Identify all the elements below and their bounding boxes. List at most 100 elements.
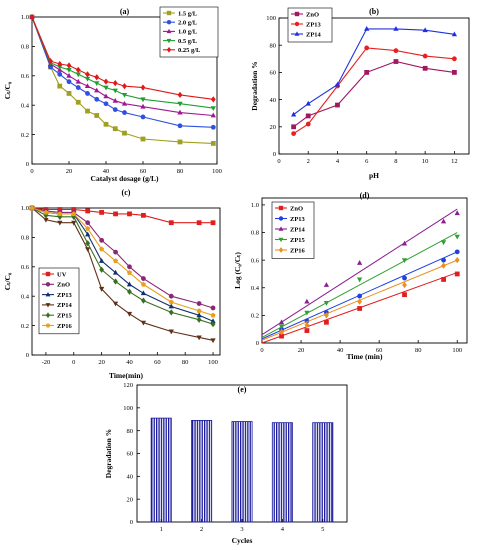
data-point [126,270,132,275]
data-point [75,78,81,84]
y-axis-title: Cₜ/C₀ [3,272,12,290]
panel-title: (a) [120,7,130,16]
data-point [334,81,341,87]
legend-label: ZP15 [290,237,306,244]
data-point [121,100,128,106]
data-point [140,281,146,287]
data-point [196,312,202,318]
data-point [168,293,174,299]
data-point [127,264,132,270]
x-tick-label: 2 [200,526,203,533]
data-point [210,112,216,118]
data-point [122,110,127,115]
series-zno [291,59,457,130]
data-point [141,212,146,218]
legend-swatch-marker [45,323,51,328]
data-point [66,68,72,73]
x-tick-label: 80 [415,347,422,354]
data-point [279,328,284,336]
legend-label: 1.0 g/L [178,29,198,36]
data-point [140,84,146,91]
data-point [324,319,329,325]
data-point [402,292,407,298]
data-point [112,269,119,275]
data-point [364,70,370,75]
panel-a: 0 20 40 60 80 100 0 0.2 0.4 0.6 0.8 1.0 (a) Catalyst … [3,6,222,183]
legend-swatch-marker [166,20,172,25]
legend-swatch-marker [294,21,300,27]
legend-swatch-marker [278,237,284,243]
legend-swatch-marker [45,271,51,277]
x-axis-title: Time(min) [109,371,144,380]
data-point [43,212,49,219]
data-point [85,240,91,247]
data-point [440,240,447,246]
data-point [71,211,77,217]
data-point [451,70,457,75]
data-point [126,281,133,287]
data-point [43,217,49,223]
data-point [140,97,146,103]
x-tick-label: 10 [422,158,429,165]
y-tick-label: 0.8 [251,230,259,237]
bar [312,422,334,523]
y-tick-label: 60 [270,70,277,77]
data-point [113,249,118,255]
data-point [29,205,35,211]
legend-label: ZP15 [57,313,73,320]
y-tick-label: 80 [270,42,277,49]
panel-d: 0 20 40 60 80 100 0 0.2 0.4 0.6 0.8 1.0 (d) Time (min… [233,191,468,361]
data-point [85,91,90,96]
x-tick-label: 0 [260,347,263,354]
data-point [141,276,146,281]
data-point [99,266,105,273]
data-point [304,321,310,329]
data-point [140,103,146,109]
data-point [85,208,91,214]
data-point [364,45,370,51]
data-point [210,124,216,130]
data-point [356,277,363,283]
data-point [393,48,399,54]
y-tick-label: 1.0 [251,202,259,209]
data-point [85,108,90,114]
y-tick-label: 0 [26,352,29,359]
legend-swatch-marker [278,247,284,253]
data-point [357,293,363,299]
x-tick-label: 8 [394,158,397,165]
data-point [335,102,340,108]
data-point [441,257,446,263]
data-point [323,282,330,287]
data-point [422,53,428,59]
legend-swatch-marker [278,226,284,231]
x-tick-label: 40 [126,359,133,366]
bar [231,421,253,523]
x-tick-label: 1 [160,526,163,533]
data-point [94,96,100,102]
panel-c: -20 0 20 40 60 80 100 0 0.2 0.4 0.6 0.8 1.0 (c) Time(m… [3,188,221,380]
y-tick-label: 20 [270,124,277,131]
data-point [122,130,127,136]
data-point [29,13,35,21]
data-point [356,260,363,265]
data-point [304,298,310,304]
data-point [402,275,407,281]
legend-label: ZnO [306,11,319,18]
data-point [94,113,100,118]
y-tick-label: 0.2 [21,323,29,330]
series-line [293,60,455,128]
legend-box [38,267,80,335]
data-point [210,220,216,226]
data-point [278,319,285,325]
data-point [66,79,72,85]
x-tick-label: 12 [451,158,458,165]
legend: ZnO ZP13 ZP14 ZP15 ZP16 [271,201,315,259]
series-zp14 [261,208,460,336]
legend-swatch-marker [45,312,51,319]
fit-line [261,208,458,336]
data-point [141,297,146,304]
data-point [451,56,457,62]
data-point [196,335,202,341]
legend: ZnO ZP13 ZP14 [287,7,333,43]
data-point [57,71,63,77]
